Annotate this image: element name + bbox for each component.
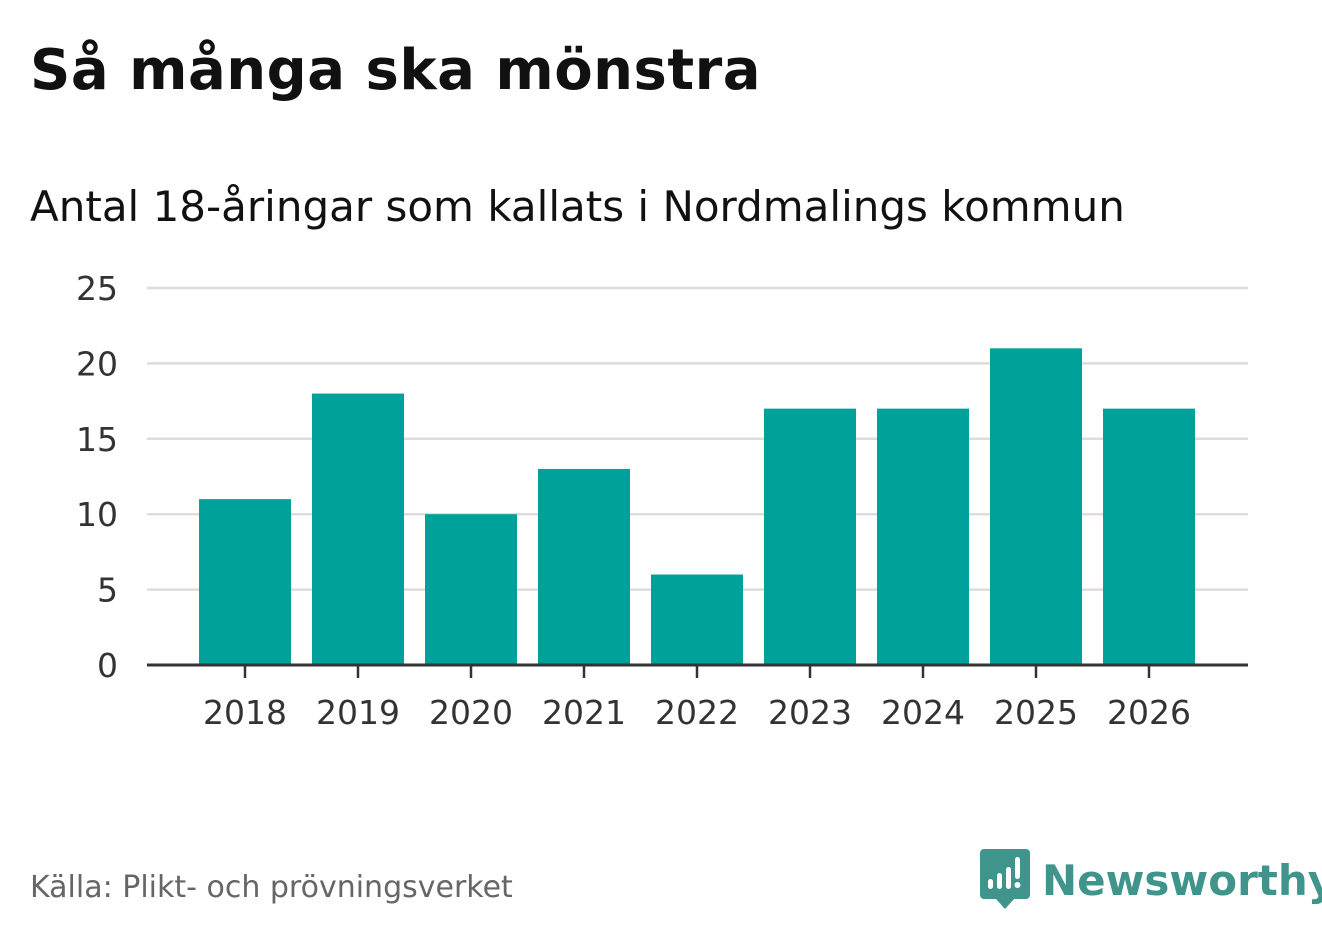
x-tick-label: 2019: [316, 693, 400, 732]
bar-2025: [990, 348, 1082, 665]
bar-2024: [877, 408, 969, 665]
x-tick-label: 2026: [1107, 693, 1191, 732]
x-tick-label: 2018: [203, 693, 287, 732]
x-tick-label: 2023: [768, 693, 852, 732]
bar-2022: [651, 574, 743, 665]
source-note: Källa: Plikt- och prövningsverket: [30, 870, 513, 905]
y-tick-label: 15: [76, 420, 118, 459]
chart-title: Så många ska mönstra: [30, 38, 762, 103]
brand-logo: Newsworthy: [980, 848, 1322, 912]
y-tick-label: 5: [97, 571, 118, 610]
bars: [199, 348, 1195, 665]
bar-2019: [312, 393, 404, 665]
x-tick-label: 2024: [881, 693, 965, 732]
x-axis: [147, 663, 1248, 678]
x-tick-label: 2022: [655, 693, 739, 732]
y-tick-label: 10: [76, 495, 118, 534]
y-tick-label: 25: [76, 269, 118, 308]
x-tick-label: 2025: [994, 693, 1078, 732]
y-axis-tick-labels: 0 5 10 15 20 25: [76, 269, 118, 685]
x-axis-tick-labels: 2018 2019 2020 2021 2022 2023 2024 2025 2026: [203, 693, 1191, 732]
bar-2018: [199, 499, 291, 665]
chart-subtitle: Antal 18-åringar som kallats i Nordmalin…: [30, 182, 1125, 231]
y-tick-label: 20: [76, 344, 118, 383]
bar-2021: [538, 468, 630, 665]
x-tick-label: 2021: [542, 693, 626, 732]
bar-2023: [764, 408, 856, 665]
bar-2020: [425, 514, 517, 665]
brand-name: Newsworthy: [1042, 855, 1322, 905]
bar-2026: [1103, 408, 1195, 665]
x-tick-label: 2020: [429, 693, 513, 732]
y-tick-label: 0: [97, 646, 118, 685]
newsworthy-logo-icon: [980, 849, 1030, 909]
